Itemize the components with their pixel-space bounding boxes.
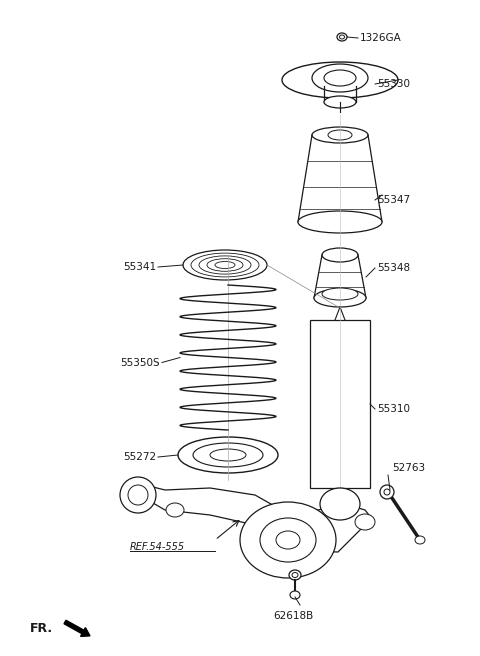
Text: 52763: 52763 xyxy=(392,463,425,473)
Ellipse shape xyxy=(166,503,184,517)
Ellipse shape xyxy=(322,490,358,518)
Text: 62618B: 62618B xyxy=(273,611,313,621)
Text: REF.54-555: REF.54-555 xyxy=(130,542,185,552)
Ellipse shape xyxy=(289,570,301,580)
Text: 55272: 55272 xyxy=(123,452,156,462)
Ellipse shape xyxy=(191,253,259,277)
Ellipse shape xyxy=(312,127,368,143)
Ellipse shape xyxy=(339,35,345,39)
Ellipse shape xyxy=(322,288,358,300)
Ellipse shape xyxy=(380,485,394,499)
Ellipse shape xyxy=(314,289,366,307)
Text: FR.: FR. xyxy=(30,621,53,634)
Ellipse shape xyxy=(178,437,278,473)
Text: 55310: 55310 xyxy=(377,404,410,414)
Ellipse shape xyxy=(337,33,347,41)
Bar xyxy=(310,320,370,488)
Ellipse shape xyxy=(324,96,356,108)
Text: 55348: 55348 xyxy=(377,263,410,273)
Ellipse shape xyxy=(324,70,356,86)
Ellipse shape xyxy=(312,64,368,92)
Ellipse shape xyxy=(215,262,235,268)
FancyArrow shape xyxy=(64,621,90,636)
Ellipse shape xyxy=(193,443,263,467)
Ellipse shape xyxy=(207,258,243,272)
Ellipse shape xyxy=(183,250,267,280)
Ellipse shape xyxy=(320,488,360,520)
Ellipse shape xyxy=(276,531,300,549)
Text: 55341: 55341 xyxy=(123,262,156,272)
Ellipse shape xyxy=(298,211,382,233)
Ellipse shape xyxy=(290,591,300,599)
Text: 55330: 55330 xyxy=(377,79,410,89)
Ellipse shape xyxy=(128,485,148,505)
Text: 55350S: 55350S xyxy=(120,358,160,367)
Ellipse shape xyxy=(210,449,246,461)
Ellipse shape xyxy=(240,502,336,578)
Polygon shape xyxy=(153,487,373,552)
Ellipse shape xyxy=(332,498,348,510)
Ellipse shape xyxy=(384,489,390,495)
Ellipse shape xyxy=(120,477,156,513)
Ellipse shape xyxy=(292,573,298,577)
Ellipse shape xyxy=(260,518,316,562)
Ellipse shape xyxy=(199,256,251,274)
Ellipse shape xyxy=(328,130,352,140)
Text: 1326GA: 1326GA xyxy=(360,33,402,43)
Ellipse shape xyxy=(282,62,398,98)
Ellipse shape xyxy=(355,514,375,530)
Ellipse shape xyxy=(415,536,425,544)
Text: 55347: 55347 xyxy=(377,195,410,205)
Ellipse shape xyxy=(322,248,358,262)
